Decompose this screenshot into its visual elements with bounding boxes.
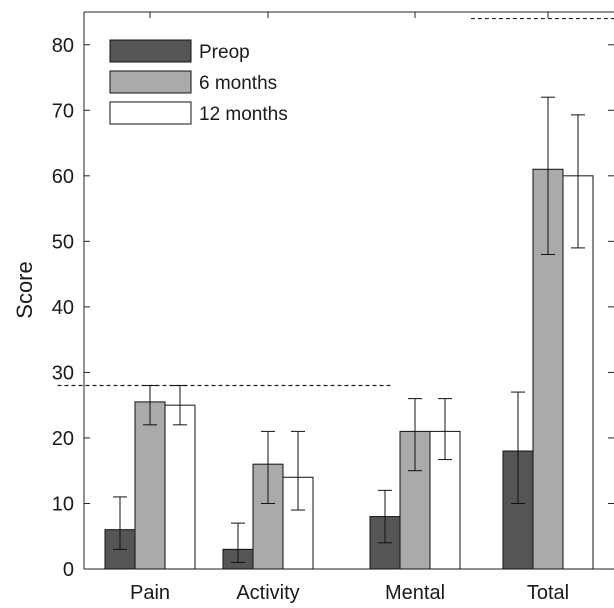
legend: Preop 6 months 12 months <box>109 39 288 125</box>
legend-label: Preop <box>199 42 250 63</box>
y-tick-label: 20 <box>52 428 74 450</box>
y-tick-label: 0 <box>63 559 74 581</box>
legend-label: 6 months <box>199 73 277 94</box>
y-tick-label: 50 <box>52 231 74 253</box>
bar <box>134 401 166 570</box>
legend-swatch <box>109 39 192 63</box>
y-tick-label: 30 <box>52 362 74 384</box>
x-tick-label: Pain <box>130 582 170 604</box>
axes: 0 10 20 30 40 50 60 70 80 Pain Activity Mental Total <box>52 11 614 604</box>
bar <box>164 404 196 570</box>
y-tick-label: 60 <box>52 166 74 188</box>
error-bars <box>113 96 585 563</box>
reference-lines <box>57 17 614 387</box>
x-tick-label: Total <box>527 582 569 604</box>
y-tick-label: 70 <box>52 100 74 122</box>
bars <box>104 168 594 570</box>
legend-swatch <box>109 70 192 94</box>
x-tick-label: Mental <box>385 582 445 604</box>
y-axis-label: Score <box>12 261 37 318</box>
legend-label: 12 months <box>199 104 288 125</box>
y-tick-label: 80 <box>52 35 74 57</box>
x-tick-label: Activity <box>236 582 299 604</box>
y-tick-label: 40 <box>52 297 74 319</box>
legend-swatch <box>109 101 192 125</box>
y-tick-label: 10 <box>52 493 74 515</box>
